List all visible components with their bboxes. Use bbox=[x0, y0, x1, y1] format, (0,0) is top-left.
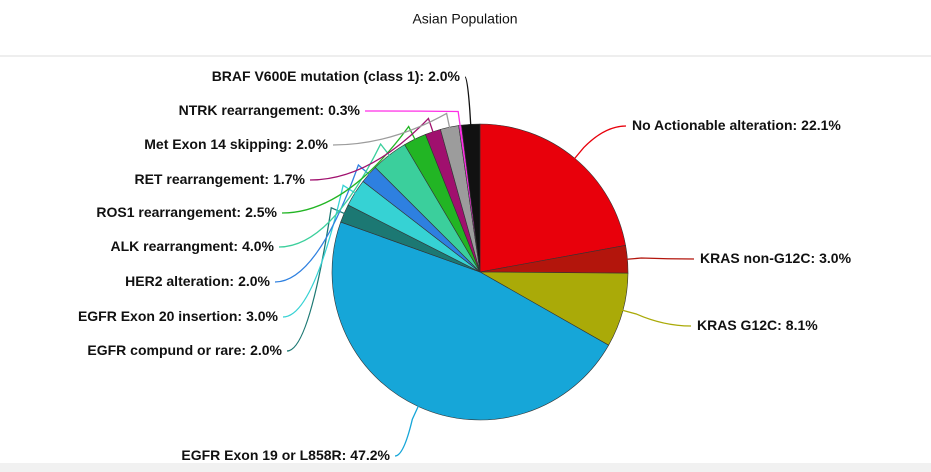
leader-line bbox=[464, 76, 472, 127]
value-label: 22.1% bbox=[801, 117, 841, 133]
category-label: BRAF V600E mutation (class 1): bbox=[212, 68, 424, 84]
leader-line bbox=[282, 184, 357, 318]
category-label: ROS1 rearrangement: bbox=[96, 204, 241, 220]
leader-line bbox=[620, 309, 692, 327]
leader-line bbox=[278, 142, 391, 248]
data-label: EGFR compund or rare: 2.0% bbox=[87, 342, 282, 358]
data-label: BRAF V600E mutation (class 1): 2.0% bbox=[212, 68, 461, 84]
data-label: ROS1 rearrangement: 2.5% bbox=[96, 204, 277, 220]
data-label: NTRK rearrangement: 0.3% bbox=[179, 102, 361, 118]
value-label: 3.0% bbox=[246, 308, 278, 324]
value-label: 2.0% bbox=[428, 68, 460, 84]
chart-title: Asian Population bbox=[412, 11, 517, 27]
value-label: 8.1% bbox=[786, 317, 818, 333]
category-label: EGFR Exon 19 or L858R: bbox=[181, 447, 346, 463]
value-label: 2.0% bbox=[238, 273, 270, 289]
data-label: HER2 alteration: 2.0% bbox=[125, 273, 270, 289]
data-label: EGFR Exon 20 insertion: 3.0% bbox=[78, 308, 279, 324]
data-label: KRAS non-G12C: 3.0% bbox=[700, 250, 852, 266]
category-label: EGFR Exon 20 insertion: bbox=[78, 308, 242, 324]
category-label: ALK rearrangment: bbox=[110, 238, 238, 254]
leader-line bbox=[332, 112, 451, 146]
data-label: KRAS G12C: 8.1% bbox=[697, 317, 818, 333]
value-label: 2.0% bbox=[296, 136, 328, 152]
value-label: 1.7% bbox=[273, 171, 305, 187]
category-label: RET rearrangement: bbox=[134, 171, 269, 187]
value-label: 47.2% bbox=[350, 447, 390, 463]
category-label: EGFR compund or rare: bbox=[87, 342, 246, 358]
category-label: NTRK rearrangement: bbox=[179, 102, 324, 118]
data-label: ALK rearrangment: 4.0% bbox=[110, 238, 274, 254]
data-label: EGFR Exon 19 or L858R: 47.2% bbox=[181, 447, 390, 463]
leader-line bbox=[281, 125, 417, 214]
value-label: 2.0% bbox=[250, 342, 282, 358]
footer-bar bbox=[0, 463, 931, 472]
category-label: Met Exon 14 skipping: bbox=[144, 136, 292, 152]
category-label: KRAS non-G12C: bbox=[700, 250, 815, 266]
leader-line bbox=[394, 404, 420, 457]
category-label: KRAS G12C: bbox=[697, 317, 782, 333]
value-label: 4.0% bbox=[242, 238, 274, 254]
value-label: 2.5% bbox=[245, 204, 277, 220]
leader-line bbox=[572, 125, 627, 161]
data-label: No Actionable alteration: 22.1% bbox=[632, 117, 841, 133]
leader-line bbox=[274, 163, 371, 283]
leader-line bbox=[364, 110, 461, 128]
data-label: RET rearrangement: 1.7% bbox=[134, 171, 305, 187]
leader-line bbox=[309, 117, 435, 181]
value-label: 3.0% bbox=[819, 250, 851, 266]
data-label: Met Exon 14 skipping: 2.0% bbox=[144, 136, 328, 152]
leader-line bbox=[625, 257, 695, 261]
value-label: 0.3% bbox=[328, 102, 360, 118]
category-label: No Actionable alteration: bbox=[632, 117, 797, 133]
category-label: HER2 alteration: bbox=[125, 273, 234, 289]
